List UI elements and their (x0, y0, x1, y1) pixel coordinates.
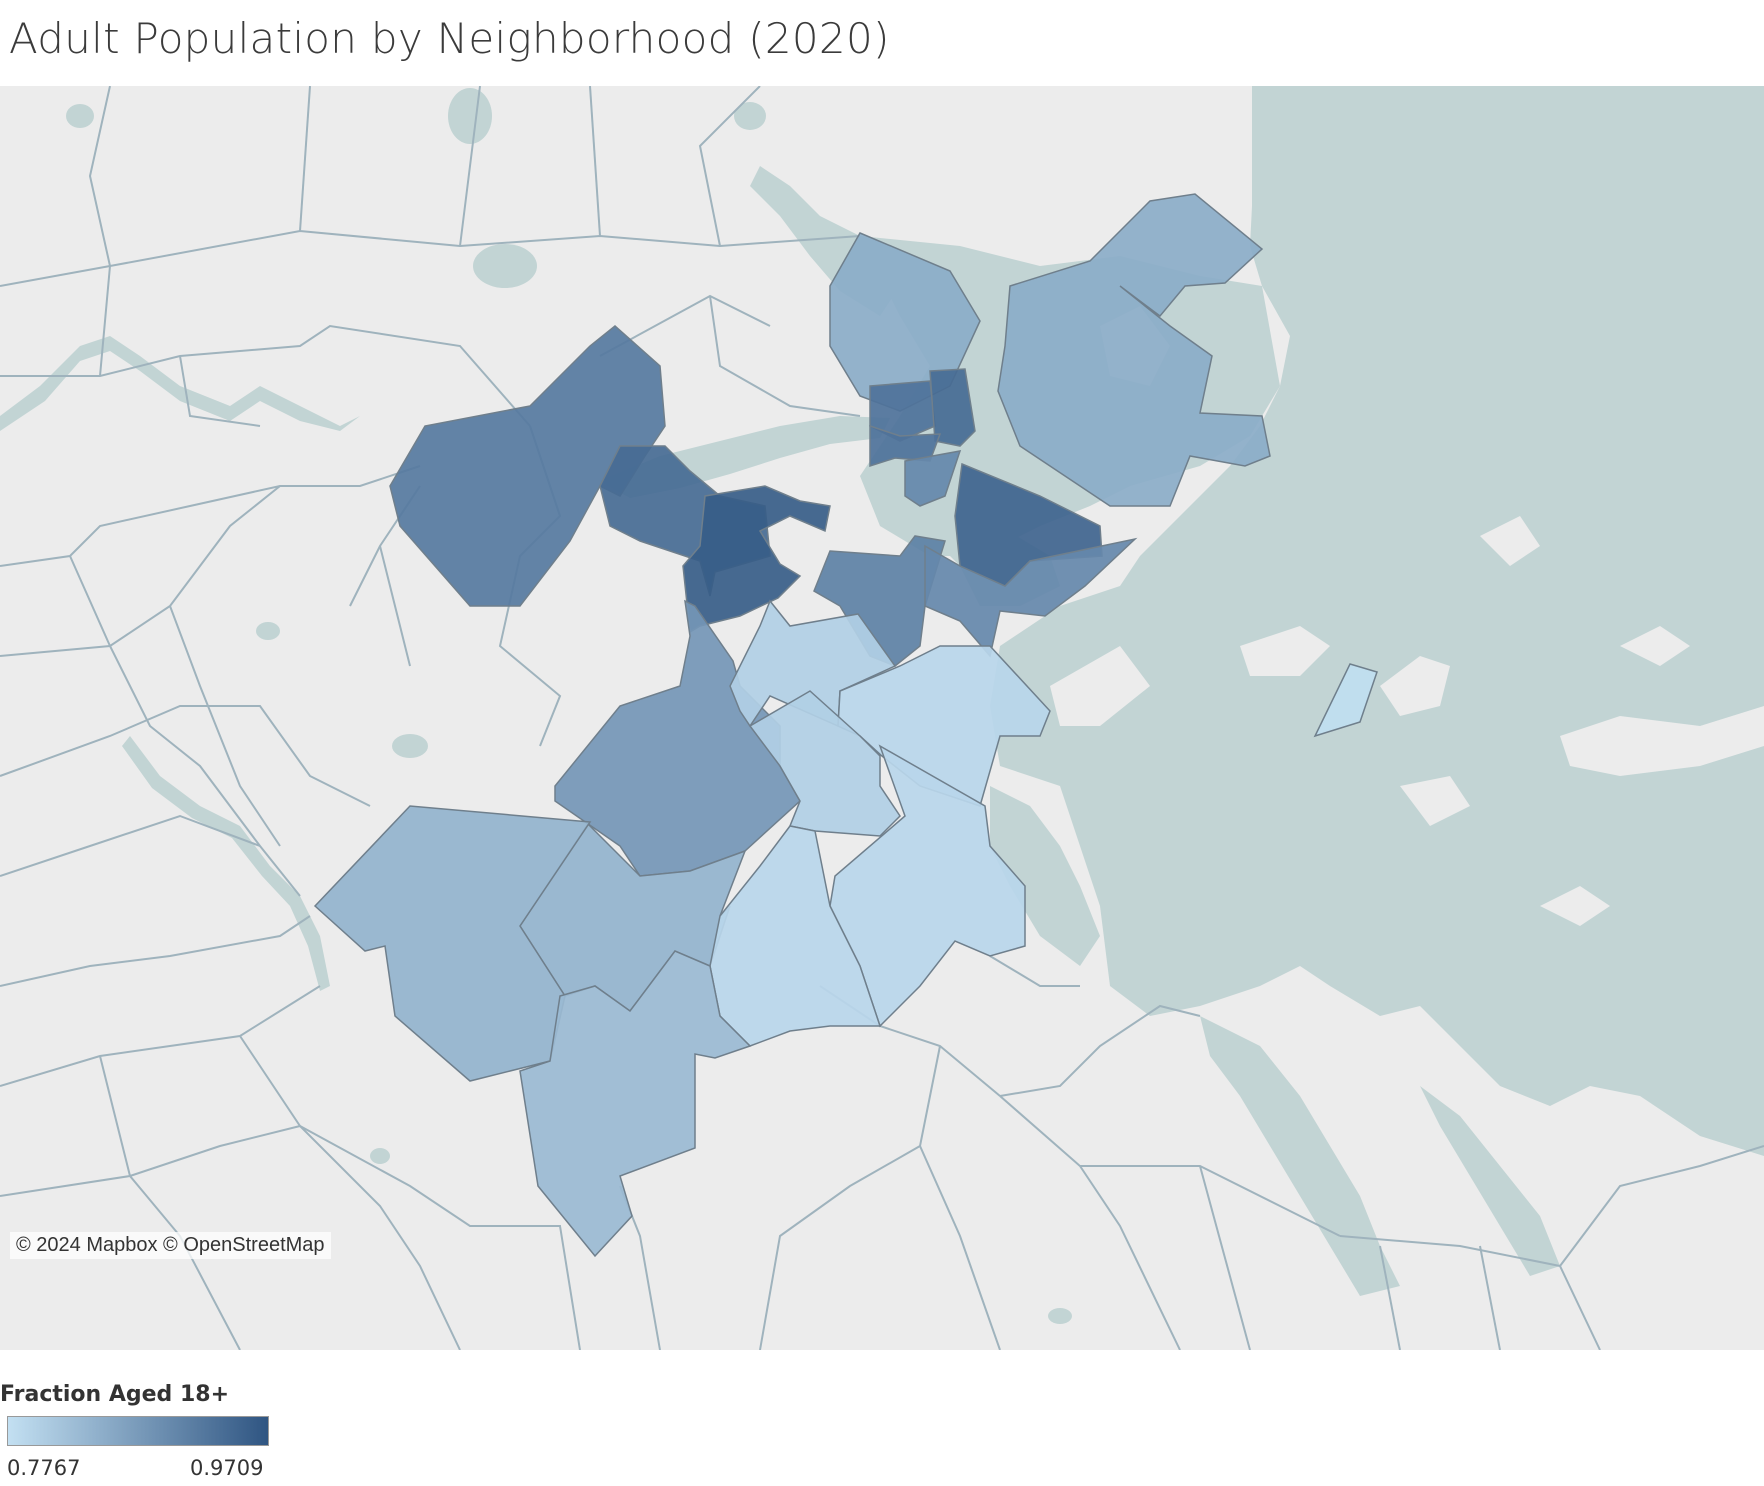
neighborhood-south-boston[interactable] (924, 537, 1138, 658)
neighborhood-layer[interactable] (313, 193, 1378, 1258)
page-title: Adult Population by Neighborhood (2020) (9, 14, 890, 63)
legend-max-label: 0.9709 (190, 1456, 264, 1480)
map-attribution[interactable]: © 2024 Mapbox © OpenStreetMap (10, 1232, 331, 1259)
neighborhood-dorchester-south[interactable] (829, 744, 1026, 1028)
neighborhood-harbor-islands[interactable] (1313, 663, 1378, 738)
legend-color-ramp (7, 1416, 269, 1446)
map-canvas[interactable] (0, 86, 1764, 1350)
neighborhood-east-boston[interactable] (997, 193, 1271, 507)
legend-min-label: 0.7767 (7, 1456, 81, 1480)
neighborhood-dorchester-center[interactable] (748, 690, 901, 837)
legend-title: Fraction Aged 18+ (0, 1382, 230, 1407)
map-area[interactable] (0, 86, 1764, 1350)
neighborhood-south-end[interactable] (813, 535, 946, 667)
neighborhood-beacon-hill[interactable] (869, 380, 936, 442)
neighborhood-west-roxbury[interactable] (313, 805, 592, 1082)
neighborhood-downtown[interactable] (904, 450, 962, 507)
boundary-lines (0, 86, 1764, 1350)
neighborhood-hyde-park[interactable] (519, 950, 752, 1258)
neighborhood-north-end[interactable] (929, 368, 976, 447)
neighborhood-back-bay[interactable] (682, 485, 831, 634)
